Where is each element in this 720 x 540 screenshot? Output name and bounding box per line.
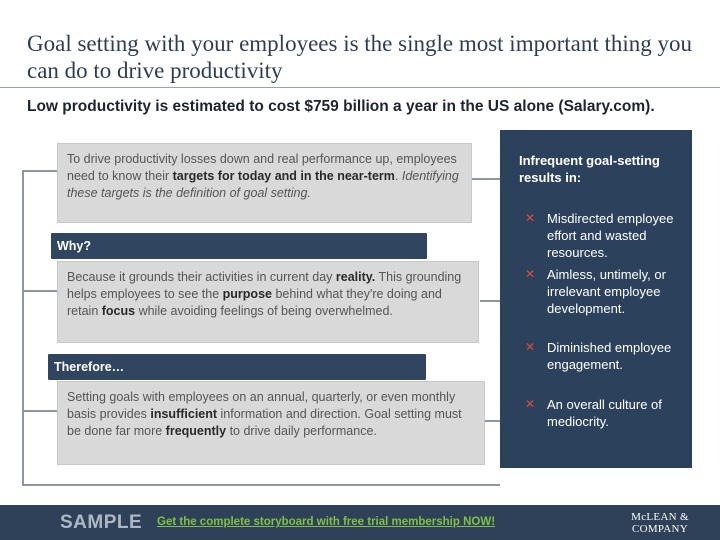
box2-bold-2: purpose [222,287,272,301]
results-panel: Infrequent goal-setting results in: ✕ Mi… [500,130,692,468]
box3-bold-2: frequently [165,424,227,438]
therefore-bar: Therefore… [48,354,426,380]
conclusion-box: Setting goals with employees on an annua… [57,381,485,465]
box3-text-1: Setting goals with employees on an annua… [67,390,456,421]
connector-right-1 [472,178,500,180]
connector-mid-1 [22,290,57,292]
logo-line-1: McLEAN & [631,511,689,523]
box2-bold-1: reality. [335,270,376,284]
box2-text-3: behind what they're doing and retain [67,287,442,318]
trial-membership-link[interactable]: Get the complete storyboard with free tr… [157,516,496,528]
box3-bold-1: insufficient [150,407,218,421]
connector-right-3 [484,420,500,422]
title-divider [0,87,720,88]
logo-line-2: COMPANY [631,523,689,535]
connector-right-2 [480,300,500,302]
x-mark-icon: ✕ [525,267,536,281]
why-bar: Why? [51,233,427,259]
result-item-text: An overall culture of mediocrity. [547,397,662,429]
x-mark-icon: ✕ [525,340,536,354]
box2-text-1: Because it grounds their activities in c… [67,270,336,284]
sample-watermark: SAMPLE [60,512,143,533]
page-title: Goal setting with your employees is the … [27,31,693,83]
x-mark-icon: ✕ [525,211,536,225]
box3-text-2: information and direction. Goal setting … [67,407,462,438]
box2-text-2: This grounding helps employees to see th… [67,270,462,301]
reasoning-box: Because it grounds their activities in c… [57,261,479,343]
footer-bar: SAMPLE Get the complete storyboard with … [0,505,720,540]
box1-bold-1: targets for today and in the near-term [172,169,395,183]
result-item-text: Diminished employee engagement. [547,340,672,372]
connector-vertical [22,170,24,486]
results-heading: Infrequent goal-setting results in: [519,153,660,185]
box2-text-4: while avoiding feelings of being overwhe… [135,304,393,318]
subtitle: Low productivity is estimated to cost $7… [27,98,655,115]
result-item-text: Misdirected employee effort and wasted r… [547,211,674,260]
connector-top [22,170,57,172]
connector-mid-2 [22,410,57,412]
box1-text-2: . [394,169,402,183]
result-item-text: Aimless, untimely, or irrelevant employe… [547,267,666,316]
goal-definition-box: To drive productivity losses down and re… [57,143,472,223]
box2-bold-3: focus [101,304,136,318]
x-mark-icon: ✕ [525,397,536,411]
connector-bottom [22,484,500,486]
box3-text-3: to drive daily performance. [226,424,377,438]
box1-italic-1: Identifying these targets is the definit… [67,169,459,200]
box1-text-1: To drive productivity losses down and re… [67,152,457,183]
company-logo: McLEAN & COMPANY [625,511,695,535]
